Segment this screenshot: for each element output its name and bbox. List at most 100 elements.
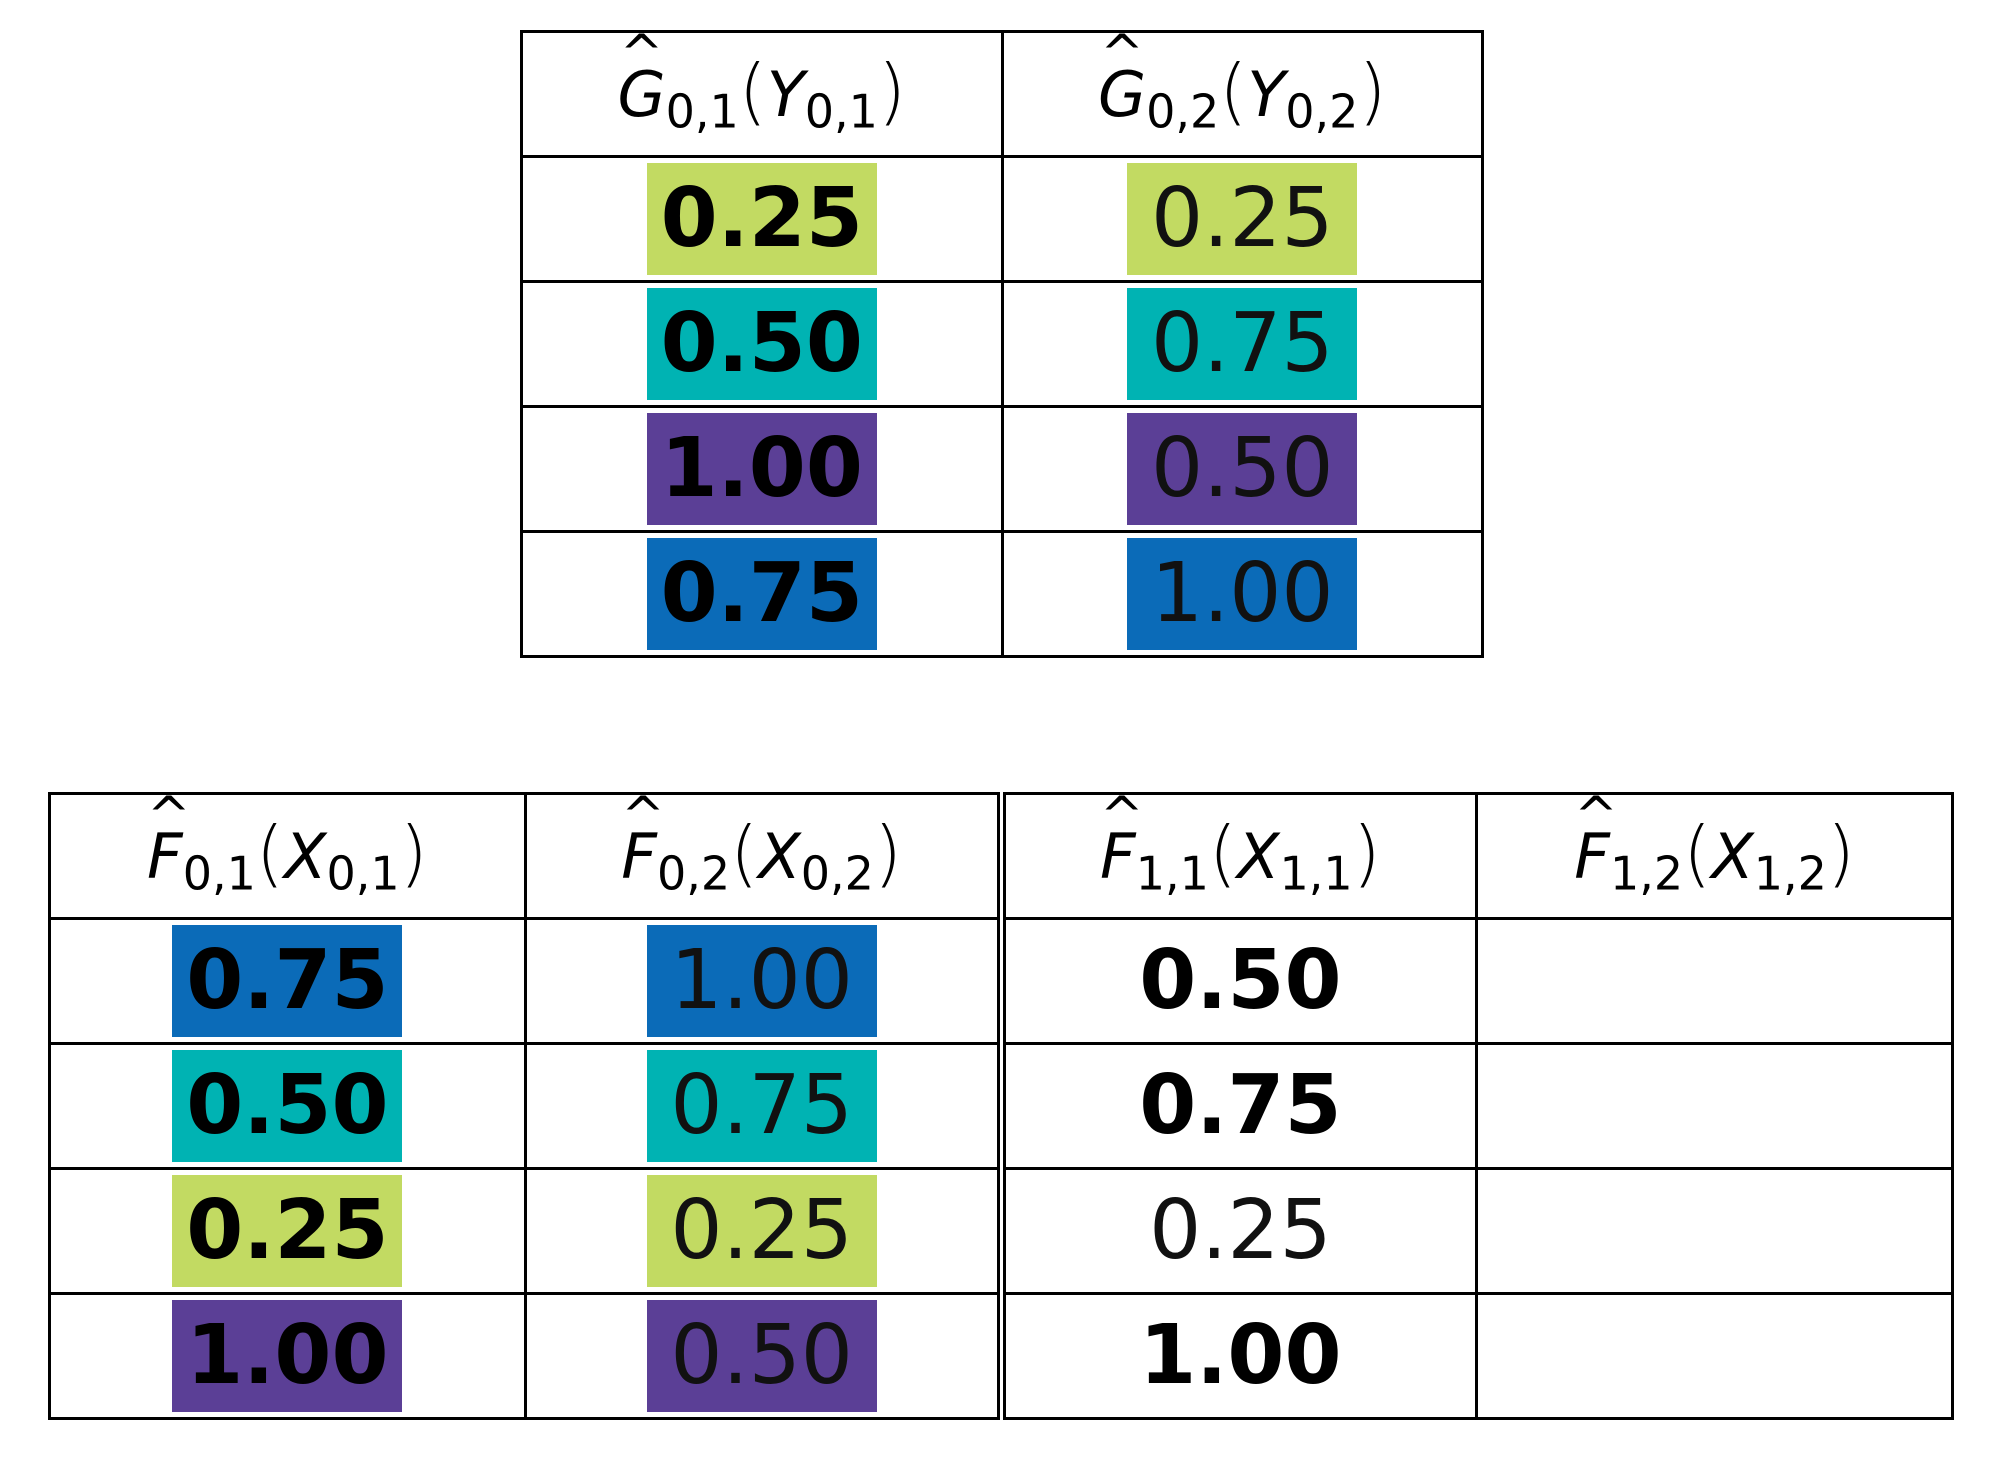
table-row: 0.75 1.00 xyxy=(520,530,1484,658)
table-cell: 1.00 xyxy=(1000,530,1484,658)
function-symbol: F ^ xyxy=(147,790,191,894)
top-header-cell: G ^ 0,1(Y0,1) xyxy=(520,28,1004,158)
open-paren: ( xyxy=(1219,49,1248,134)
table-cell xyxy=(1475,1167,1954,1295)
table-cell: 1.00 xyxy=(48,1292,527,1420)
table-cell: 0.75 xyxy=(523,1042,1003,1170)
function-letter: F xyxy=(621,820,657,894)
table-cell: 0.75 xyxy=(48,917,527,1045)
column-header-label: G ^ 0,2(Y0,2) xyxy=(1098,28,1387,139)
close-paren: ) xyxy=(1826,811,1855,896)
table-cell: 0.25 xyxy=(523,1167,1003,1295)
argument-letter: X xyxy=(758,820,801,894)
value-chip: 0.50 xyxy=(172,1050,403,1162)
value-chip: 0.25 xyxy=(172,1175,403,1287)
function-symbol: G ^ xyxy=(617,28,666,132)
table-row: 1.00 0.50 1.00 xyxy=(48,1292,1954,1420)
value-chip: 0.75 xyxy=(172,925,403,1037)
function-subscript: 0,1 xyxy=(182,846,256,901)
function-subscript: 0,1 xyxy=(665,84,739,139)
bottom-table-header-row: F ^ 0,1(X0,1) F ^ 0,2(X0,2) F ^ 1,1(X1,1) F ^ 1,… xyxy=(48,790,1954,920)
open-paren: ( xyxy=(738,49,767,134)
bottom-header-cell: F ^ 0,2(X0,2) xyxy=(523,790,1003,920)
table-cell xyxy=(1475,1292,1954,1420)
bottom-table: F ^ 0,1(X0,1) F ^ 0,2(X0,2) F ^ 1,1(X1,1) F ^ 1,… xyxy=(48,790,1954,1420)
function-letter: F xyxy=(147,820,183,894)
function-symbol: F ^ xyxy=(1574,790,1618,893)
bottom-header-cell: F ^ 1,2(X1,2) xyxy=(1475,790,1954,920)
hat-accent: ^ xyxy=(147,786,191,847)
value-chip: 1.00 xyxy=(1127,538,1358,650)
value-chip: 0.25 xyxy=(646,163,877,275)
value-chip: 1.00 xyxy=(646,413,877,525)
value-chip: 0.75 xyxy=(1139,1058,1342,1153)
close-paren: ) xyxy=(873,811,902,896)
argument-letter: X xyxy=(283,820,327,894)
function-subscript: 1,2 xyxy=(1609,846,1684,901)
table-cell: 0.25 xyxy=(996,1167,1479,1295)
table-row: 0.25 0.25 0.25 xyxy=(48,1167,1954,1295)
column-header-label: G ^ 0,1(Y0,1) xyxy=(617,28,906,139)
open-paren: ( xyxy=(730,811,759,896)
value-chip: 0.50 xyxy=(1127,413,1358,525)
bottom-header-cell: F ^ 1,1(X1,1) xyxy=(996,790,1479,920)
function-symbol: F ^ xyxy=(1100,790,1144,893)
column-header-label: F ^ 0,2(X0,2) xyxy=(621,790,902,901)
table-cell xyxy=(1475,1042,1954,1170)
table-cell: 0.25 xyxy=(1000,155,1484,283)
open-paren: ( xyxy=(255,811,284,896)
close-paren: ) xyxy=(877,49,906,134)
top-header-cell: G ^ 0,2(Y0,2) xyxy=(1000,28,1484,158)
column-header-label: F ^ 0,1(X0,1) xyxy=(147,790,428,901)
argument-subscript: 0,2 xyxy=(800,846,874,901)
value-chip: 0.50 xyxy=(1139,933,1342,1028)
argument-letter: Y xyxy=(766,58,805,132)
table-cell: 1.00 xyxy=(523,917,1003,1045)
table-cell xyxy=(1475,917,1954,1045)
value-chip: 0.25 xyxy=(1149,1183,1332,1278)
value-chip: 0.25 xyxy=(1127,163,1358,275)
table-cell: 0.75 xyxy=(996,1042,1479,1170)
close-paren: ) xyxy=(399,811,428,896)
function-letter: G xyxy=(1098,58,1147,132)
table-row: 0.25 0.25 xyxy=(520,155,1484,283)
top-table-header-row: G ^ 0,1(Y0,1) G ^ 0,2(Y0,2) xyxy=(520,28,1484,158)
hat-accent: ^ xyxy=(621,786,665,847)
close-paren: ) xyxy=(1358,49,1387,134)
table-cell: 0.50 xyxy=(996,917,1479,1045)
function-letter: G xyxy=(617,58,666,132)
value-chip: 0.75 xyxy=(1127,288,1358,400)
table-row: 0.50 0.75 0.75 xyxy=(48,1042,1954,1170)
function-symbol: G ^ xyxy=(1098,28,1147,132)
close-paren: ) xyxy=(1352,811,1381,896)
function-subscript: 1,1 xyxy=(1135,846,1209,901)
table-cell: 0.75 xyxy=(520,530,1004,658)
function-subscript: 0,2 xyxy=(1146,84,1220,139)
column-header-label: F ^ 1,1(X1,1) xyxy=(1100,790,1381,901)
value-chip: 0.50 xyxy=(646,1300,877,1412)
argument-letter: X xyxy=(1711,820,1754,894)
hat-accent: ^ xyxy=(1100,24,1144,85)
value-chip: 0.75 xyxy=(646,538,877,650)
table-cell: 0.75 xyxy=(1000,280,1484,408)
table-row: 1.00 0.50 xyxy=(520,405,1484,533)
table-cell: 0.50 xyxy=(523,1292,1003,1420)
argument-subscript: 0,1 xyxy=(326,846,400,901)
argument-letter: Y xyxy=(1247,58,1286,132)
argument-subscript: 0,1 xyxy=(804,84,878,139)
argument-subscript: 0,2 xyxy=(1285,84,1359,139)
table-row: 0.50 0.75 xyxy=(520,280,1484,408)
function-subscript: 0,2 xyxy=(656,846,731,901)
table-row: 0.75 1.00 0.50 xyxy=(48,917,1954,1045)
top-table: G ^ 0,1(Y0,1) G ^ 0,2(Y0,2) 0.25 0.25 0.50 0… xyxy=(520,28,1484,658)
value-chip: 1.00 xyxy=(646,925,877,1037)
argument-subscript: 1,1 xyxy=(1279,846,1353,901)
value-chip: 0.25 xyxy=(646,1175,877,1287)
hat-accent: ^ xyxy=(619,24,664,85)
value-chip: 1.00 xyxy=(172,1300,403,1412)
argument-subscript: 1,2 xyxy=(1753,846,1827,901)
table-cell: 0.25 xyxy=(520,155,1004,283)
value-chip: 1.00 xyxy=(1139,1308,1342,1403)
open-paren: ( xyxy=(1208,811,1237,896)
value-chip: 0.75 xyxy=(646,1050,877,1162)
